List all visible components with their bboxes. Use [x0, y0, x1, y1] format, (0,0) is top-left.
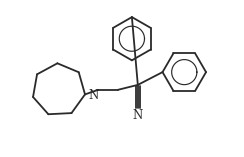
Text: N: N — [88, 89, 98, 102]
Text: N: N — [133, 109, 143, 122]
